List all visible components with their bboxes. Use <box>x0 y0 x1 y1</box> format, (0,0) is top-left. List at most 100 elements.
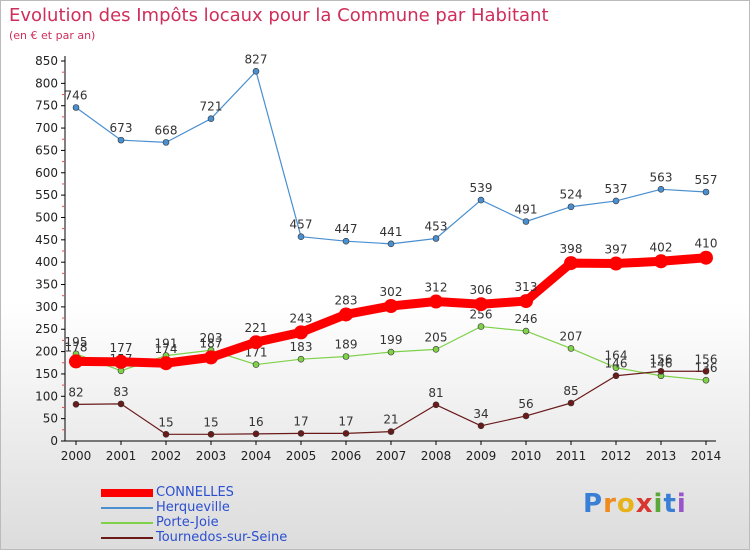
chart-subtitle: (en € et par an) <box>9 29 96 42</box>
data-label-connelles: 306 <box>470 283 493 297</box>
data-label-porte-joie: 256 <box>470 308 493 322</box>
data-point-connelles <box>159 356 173 371</box>
data-point-herqueville <box>477 196 485 204</box>
y-tick-label: 800 <box>35 76 58 90</box>
data-point-connelles <box>114 354 128 369</box>
y-tick-label: 750 <box>35 99 58 113</box>
data-label-herqueville: 539 <box>470 181 493 195</box>
data-point-herqueville <box>657 186 665 193</box>
y-tick-label: 100 <box>35 389 58 403</box>
data-point-porte-joie <box>342 353 350 360</box>
data-label-connelles: 398 <box>560 242 583 256</box>
legend-swatch <box>101 537 153 539</box>
data-label-herqueville: 673 <box>110 121 133 135</box>
y-tick-label: 850 <box>35 54 58 68</box>
logo-letter: x <box>635 489 654 519</box>
y-tick-label: 50 <box>43 412 58 426</box>
x-tick-label: 2000 <box>61 449 92 463</box>
logo-letter: o <box>616 489 636 519</box>
data-point-herqueville <box>567 203 575 211</box>
data-label-herqueville: 827 <box>245 52 268 66</box>
data-point-connelles <box>204 350 218 365</box>
x-tick-label: 2009 <box>466 449 497 463</box>
legend-label: Porte-Joie <box>156 515 219 530</box>
data-label-tournedos-sur-seine: 16 <box>248 415 263 429</box>
y-tick-label: 0 <box>50 434 58 448</box>
data-label-herqueville: 447 <box>335 222 358 236</box>
data-label-herqueville: 668 <box>155 123 178 137</box>
y-tick-label: 500 <box>35 210 58 224</box>
data-label-connelles: 187 <box>200 336 223 350</box>
data-point-porte-joie <box>297 355 305 363</box>
data-label-herqueville: 457 <box>290 218 313 232</box>
data-label-porte-joie: 195 <box>65 335 88 349</box>
logo-letter: i <box>653 489 664 519</box>
data-point-tournedos-sur-seine <box>387 428 395 435</box>
data-label-connelles: 221 <box>245 321 268 335</box>
data-label-connelles: 402 <box>650 240 673 254</box>
data-point-connelles <box>519 294 533 309</box>
x-tick-label: 2006 <box>331 449 362 463</box>
data-label-porte-joie: 164 <box>605 349 628 363</box>
data-point-connelles <box>609 256 623 271</box>
data-point-connelles <box>294 325 308 340</box>
data-label-tournedos-sur-seine: 17 <box>338 414 353 428</box>
data-point-porte-joie <box>522 327 530 335</box>
data-label-connelles: 312 <box>425 281 448 295</box>
data-label-tournedos-sur-seine: 21 <box>383 413 398 427</box>
data-label-tournedos-sur-seine: 82 <box>68 385 83 399</box>
data-point-tournedos-sur-seine <box>702 367 710 375</box>
data-label-herqueville: 441 <box>380 225 403 239</box>
data-point-connelles <box>69 354 83 369</box>
data-label-herqueville: 491 <box>515 202 538 216</box>
data-label-porte-joie: 171 <box>245 346 268 360</box>
data-label-tournedos-sur-seine: 83 <box>113 385 128 399</box>
legend-swatch <box>101 507 153 509</box>
data-label-tournedos-sur-seine: 15 <box>203 415 218 429</box>
data-point-tournedos-sur-seine <box>252 430 260 438</box>
data-label-connelles: 243 <box>290 311 313 325</box>
data-point-porte-joie <box>567 345 575 352</box>
logo-letter: t <box>663 489 677 519</box>
data-point-porte-joie <box>702 376 710 384</box>
data-label-tournedos-sur-seine: 156 <box>695 352 718 366</box>
data-point-herqueville <box>207 115 215 122</box>
data-point-tournedos-sur-seine <box>477 422 485 430</box>
data-point-connelles <box>429 294 443 309</box>
data-point-herqueville <box>162 139 170 146</box>
data-label-porte-joie: 191 <box>155 337 178 351</box>
data-point-porte-joie <box>612 364 620 371</box>
data-label-herqueville: 746 <box>65 88 88 102</box>
data-point-connelles <box>564 256 578 271</box>
data-label-porte-joie: 146 <box>650 357 673 371</box>
data-label-herqueville: 453 <box>425 219 448 233</box>
y-tick-label: 350 <box>35 278 58 292</box>
data-label-herqueville: 721 <box>200 100 223 114</box>
data-point-tournedos-sur-seine <box>207 430 215 438</box>
data-point-porte-joie <box>477 323 485 330</box>
data-point-connelles <box>249 335 263 350</box>
data-label-tournedos-sur-seine: 34 <box>473 407 488 421</box>
data-label-connelles: 178 <box>65 340 88 354</box>
data-point-tournedos-sur-seine <box>297 430 305 437</box>
data-point-porte-joie <box>252 361 260 368</box>
data-label-connelles: 283 <box>335 293 358 307</box>
series-line-herqueville <box>75 70 707 245</box>
data-point-tournedos-sur-seine <box>432 401 440 409</box>
data-label-tournedos-sur-seine: 15 <box>158 415 173 429</box>
y-tick-label: 250 <box>35 322 58 336</box>
y-tick-label: 450 <box>35 233 58 247</box>
x-tick-label: 2005 <box>286 449 317 463</box>
data-label-connelles: 177 <box>110 341 133 355</box>
proxiti-logo: Proxiti <box>583 489 687 519</box>
data-label-tournedos-sur-seine: 81 <box>428 386 443 400</box>
data-point-herqueville <box>522 218 530 225</box>
data-point-herqueville <box>72 104 80 111</box>
legend-label: Herqueville <box>156 500 230 515</box>
data-point-connelles <box>474 297 488 312</box>
legend-swatch <box>101 522 153 524</box>
data-point-connelles <box>654 254 668 269</box>
legend-swatch <box>101 489 153 497</box>
